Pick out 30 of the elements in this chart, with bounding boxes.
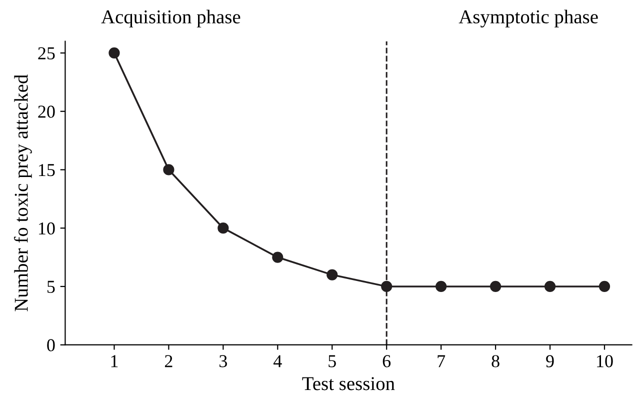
- point: [108, 47, 120, 59]
- x-tick-label: 1: [111, 355, 118, 368]
- x-tick-label: 6: [382, 355, 391, 368]
- text: Asymptotic phase: [458, 10, 598, 28]
- x-tick-label: 2: [164, 355, 172, 368]
- y-tick-label: 0: [47, 339, 55, 352]
- y-tick-label: 25: [38, 47, 55, 60]
- x-tick-label: 9: [546, 355, 554, 368]
- y-axis-title: Number fo toxic prey attacked: [14, 74, 32, 312]
- y-tick-label: 5: [48, 280, 55, 293]
- x-tick-label: 5: [328, 355, 336, 368]
- x-tick-label: 4: [273, 355, 282, 368]
- point: [598, 280, 610, 292]
- x-tick-label: 3: [220, 355, 227, 368]
- x-tick-label: 8: [492, 355, 500, 368]
- y-tick-label: 10: [39, 222, 55, 235]
- y-tick-label: 15: [39, 164, 55, 176]
- point: [490, 280, 502, 292]
- x-tick-label: 10: [597, 355, 613, 368]
- text: Acquisition phase: [101, 10, 240, 28]
- point: [544, 280, 556, 292]
- x-tick-label: 7: [438, 355, 446, 368]
- point: [218, 222, 229, 234]
- point: [436, 280, 447, 292]
- x-axis-title: Test session: [302, 377, 395, 390]
- point: [272, 252, 284, 263]
- point: [163, 164, 174, 176]
- point: [381, 280, 392, 292]
- y-tick-label: 20: [38, 106, 55, 118]
- point: [326, 269, 338, 280]
